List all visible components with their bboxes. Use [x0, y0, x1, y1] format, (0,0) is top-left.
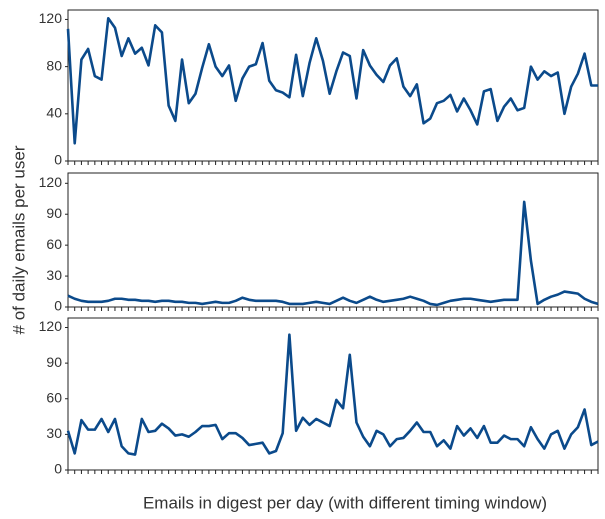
- y-tick-label: 120: [39, 174, 63, 190]
- y-tick-label: 40: [46, 105, 62, 121]
- y-tick-label: 30: [46, 267, 62, 283]
- y-tick-label: 90: [46, 205, 62, 221]
- y-tick-label: 0: [54, 298, 62, 314]
- plot-frame: [67, 317, 599, 471]
- y-axis-label: # of daily emails per user: [9, 145, 28, 334]
- data-line: [67, 200, 599, 307]
- x-axis-label: Emails in digest per day (with different…: [143, 493, 547, 512]
- data-line: [66, 333, 599, 456]
- data-line: [66, 16, 598, 145]
- y-tick-label: 60: [46, 236, 62, 252]
- y-tick-label: 30: [46, 425, 62, 441]
- plot-frame: [67, 172, 599, 308]
- y-tick-label: 120: [39, 318, 63, 334]
- y-tick-label: 120: [39, 10, 63, 26]
- y-tick-label: 80: [46, 57, 62, 73]
- y-tick-label: 0: [54, 152, 62, 168]
- y-tick-label: 90: [46, 354, 62, 370]
- y-tick-label: 0: [54, 461, 62, 477]
- y-tick-label: 60: [46, 389, 62, 405]
